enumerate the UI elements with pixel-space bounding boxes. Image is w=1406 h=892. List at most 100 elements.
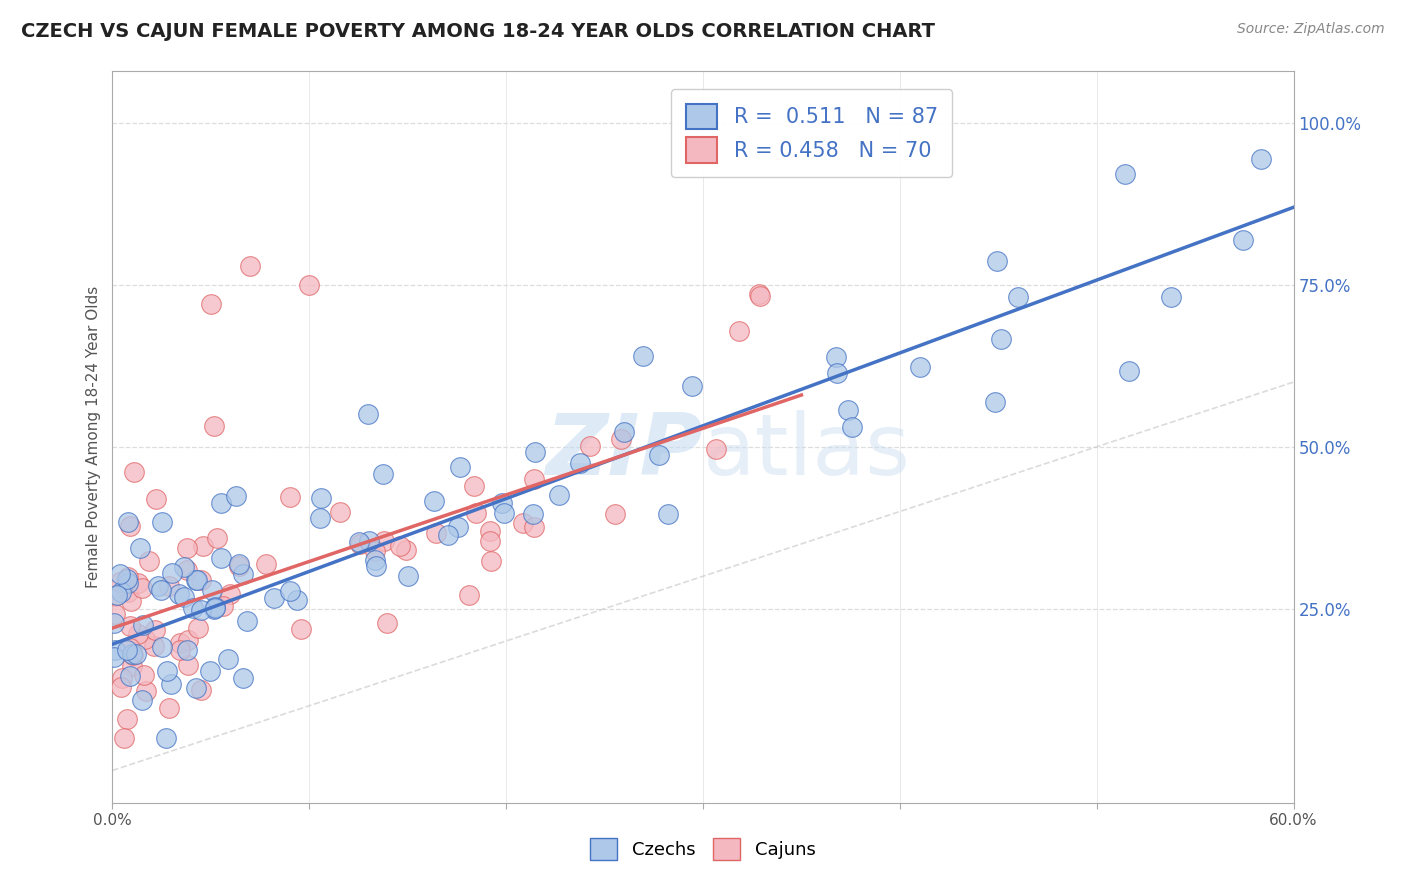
- Point: [236, 614, 259, 628]
- Point: [156, 664, 179, 678]
- Point: [201, 582, 224, 597]
- Text: atlas: atlas: [703, 410, 911, 493]
- Point: [373, 467, 395, 481]
- Point: [239, 259, 262, 273]
- Point: [212, 599, 235, 614]
- Point: [184, 681, 207, 696]
- Point: [167, 587, 190, 601]
- Y-axis label: Female Poverty Among 18-24 Year Olds: Female Poverty Among 18-24 Year Olds: [86, 286, 101, 588]
- Point: [464, 506, 486, 520]
- Point: [449, 460, 471, 475]
- Point: [173, 590, 195, 604]
- Point: [110, 567, 132, 582]
- Point: [193, 539, 215, 553]
- Point: [150, 515, 173, 529]
- Point: [728, 324, 751, 338]
- Point: [184, 573, 207, 587]
- Point: [127, 575, 149, 590]
- Point: [169, 643, 191, 657]
- Point: [190, 683, 212, 698]
- Point: [204, 600, 226, 615]
- Point: [150, 640, 173, 654]
- Point: [204, 601, 226, 615]
- Point: [217, 651, 239, 665]
- Point: [364, 559, 387, 574]
- Point: [436, 527, 458, 541]
- Point: [228, 557, 250, 571]
- Point: [200, 297, 222, 311]
- Point: [120, 669, 142, 683]
- Point: [177, 632, 200, 647]
- Point: [278, 584, 301, 599]
- Point: [103, 650, 125, 665]
- Legend: Czechs, Cajuns: Czechs, Cajuns: [583, 830, 823, 867]
- Point: [111, 671, 134, 685]
- Point: [682, 379, 704, 393]
- Point: [1118, 364, 1140, 378]
- Point: [569, 456, 592, 470]
- Point: [110, 680, 132, 694]
- Point: [298, 277, 321, 292]
- Point: [633, 350, 655, 364]
- Point: [1114, 167, 1136, 181]
- Point: [202, 419, 225, 434]
- Point: [425, 526, 447, 541]
- Point: [373, 533, 395, 548]
- Point: [548, 488, 571, 502]
- Point: [357, 407, 380, 421]
- Point: [984, 394, 1007, 409]
- Point: [105, 587, 128, 601]
- Point: [990, 332, 1012, 346]
- Text: ZIP: ZIP: [546, 410, 703, 493]
- Point: [135, 684, 157, 698]
- Point: [704, 442, 727, 456]
- Point: [349, 537, 371, 551]
- Point: [121, 647, 143, 661]
- Point: [103, 616, 125, 631]
- Point: [657, 508, 679, 522]
- Point: [364, 553, 387, 567]
- Point: [104, 642, 127, 657]
- Point: [218, 587, 240, 601]
- Point: [422, 494, 444, 508]
- Point: [173, 559, 195, 574]
- Point: [605, 507, 627, 521]
- Point: [447, 520, 470, 534]
- Point: [186, 573, 208, 587]
- Point: [117, 712, 139, 726]
- Point: [121, 648, 143, 663]
- Point: [202, 602, 225, 616]
- Point: [118, 641, 141, 656]
- Point: [115, 572, 138, 586]
- Point: [1250, 153, 1272, 167]
- Point: [157, 701, 180, 715]
- Point: [117, 515, 139, 529]
- Point: [986, 253, 1008, 268]
- Point: [183, 601, 205, 615]
- Point: [115, 643, 138, 657]
- Point: [522, 507, 544, 521]
- Point: [155, 731, 177, 745]
- Point: [159, 579, 181, 593]
- Point: [120, 619, 142, 633]
- Point: [120, 594, 142, 608]
- Point: [748, 289, 770, 303]
- Point: [748, 286, 770, 301]
- Point: [225, 489, 247, 503]
- Point: [118, 518, 141, 533]
- Point: [160, 677, 183, 691]
- Point: [112, 731, 135, 745]
- Point: [169, 636, 191, 650]
- Point: [825, 350, 848, 364]
- Point: [232, 671, 254, 685]
- Point: [375, 616, 398, 631]
- Point: [232, 567, 254, 582]
- Point: [478, 524, 501, 538]
- Point: [104, 607, 127, 621]
- Point: [146, 579, 169, 593]
- Point: [254, 558, 277, 572]
- Point: [579, 439, 602, 453]
- Point: [131, 582, 153, 596]
- Point: [396, 568, 419, 582]
- Point: [285, 592, 308, 607]
